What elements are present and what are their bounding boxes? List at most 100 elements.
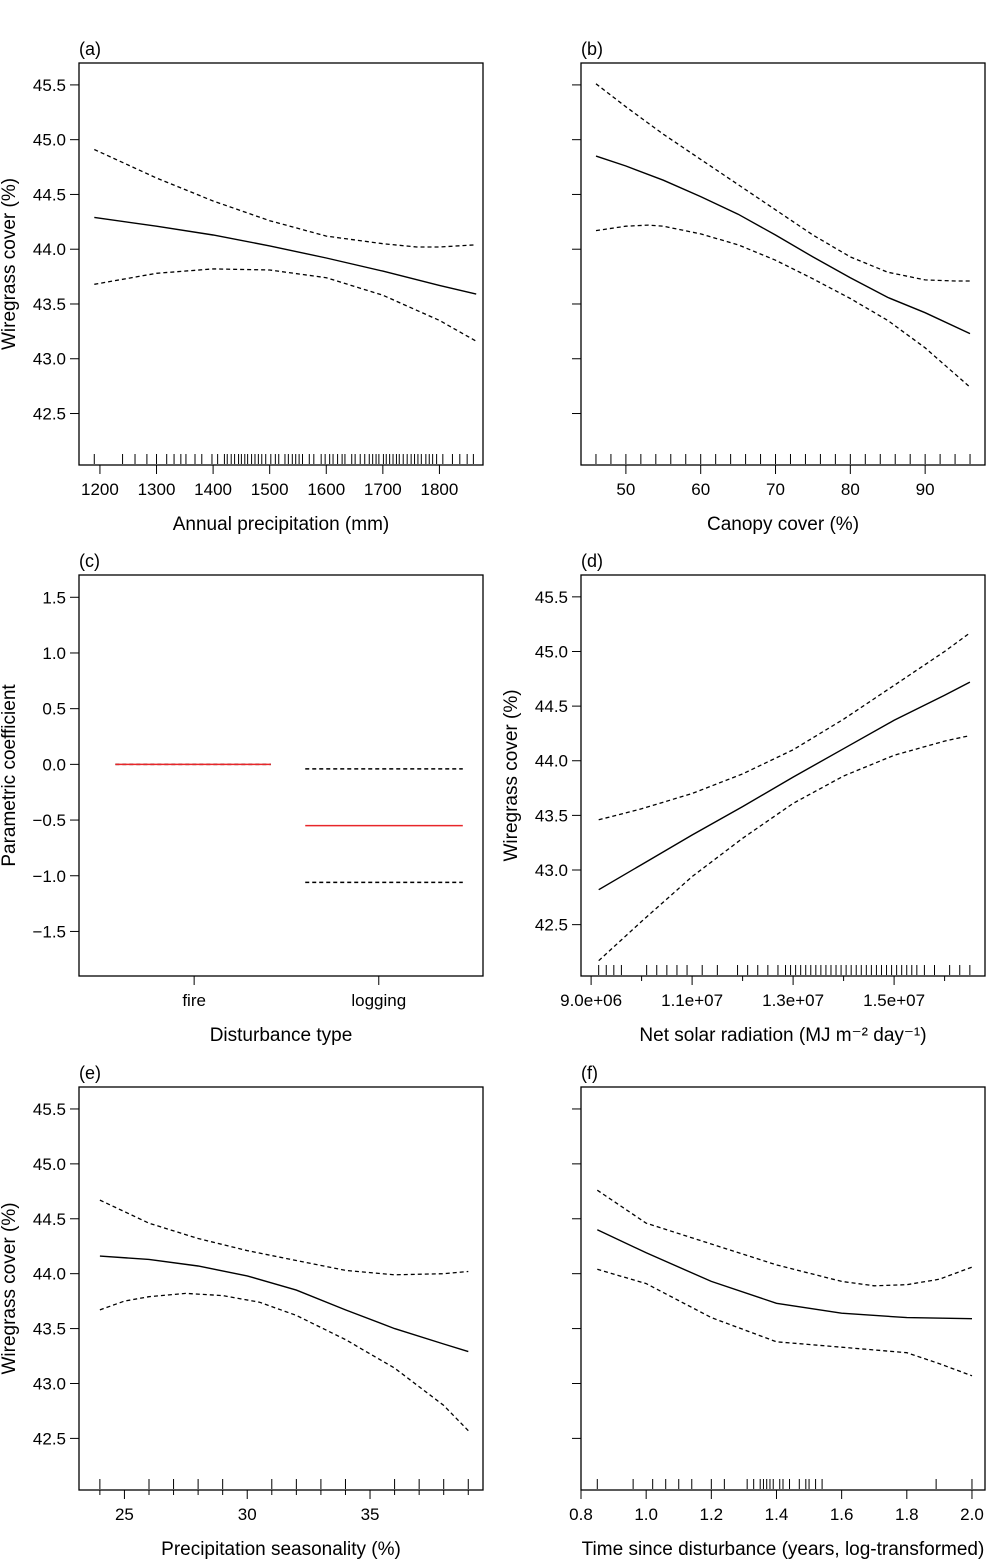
x-tick-label: 2.0 [960, 1505, 984, 1524]
x-tick-label: 1.6 [830, 1505, 854, 1524]
x-tick-label: 80 [841, 480, 860, 499]
confidence-band-line [595, 224, 971, 388]
x-tick-label: 1.3e+07 [762, 991, 824, 1010]
panel-a: (a) 42.5 43.0 43.5 44.0 44.5 45.0 45.5 1200 1300 1… [0, 39, 484, 535]
y-tick-label: −1.5 [32, 922, 66, 941]
x-tick-label: 1300 [138, 480, 176, 499]
panel-title: (d) [581, 551, 603, 571]
plot-frame [78, 574, 484, 977]
confidence-band-line [598, 632, 971, 821]
confidence-band-line [94, 268, 477, 342]
x-axis-label: Canopy cover (%) [707, 514, 859, 535]
x-axis-label: Net solar radiation (MJ m⁻² day⁻¹) [639, 1025, 926, 1046]
confidence-band-line [597, 1268, 973, 1377]
y-tick-label: 45.0 [33, 1155, 66, 1174]
fitted-line [94, 216, 477, 295]
x-tick-label: 70 [766, 480, 785, 499]
y-tick-label: 43.5 [33, 1320, 66, 1339]
x-tick-label: 90 [916, 480, 935, 499]
fitted-line [99, 1255, 469, 1353]
plot-frame [580, 1086, 986, 1491]
y-tick-label: 1.5 [42, 588, 66, 607]
fitted-line [597, 1229, 973, 1320]
y-tick-label: −0.5 [32, 811, 66, 830]
panel-title: (c) [79, 551, 100, 571]
plot-frame [78, 1086, 484, 1491]
panel-title: (f) [581, 1063, 598, 1083]
y-tick-label: 42.5 [535, 916, 568, 935]
y-tick-label: 44.0 [535, 752, 568, 771]
x-axis-label: Annual precipitation (mm) [173, 514, 389, 535]
plot-frame [78, 62, 484, 466]
category-label: logging [351, 991, 406, 1010]
x-tick-label: 1.8 [895, 1505, 919, 1524]
x-axis-label: Disturbance type [210, 1025, 353, 1046]
y-tick-label: 45.5 [33, 76, 66, 95]
fitted-line [595, 155, 971, 335]
y-tick-label: −1.0 [32, 867, 66, 886]
x-tick-label: 1800 [421, 480, 459, 499]
panel-d: (d) 42.5 43.0 43.5 44.0 44.5 45.0 45.5 9.0e+06 1.… [501, 551, 986, 1046]
y-tick-label: 44.0 [33, 240, 66, 259]
x-axis-label: Precipitation seasonality (%) [161, 1539, 401, 1560]
y-axis-label: Wiregrass cover (%) [0, 1202, 20, 1374]
x-tick-label: 25 [115, 1505, 134, 1524]
plot-frame [580, 62, 986, 466]
y-axis-label: Parametric coefficient [0, 684, 20, 867]
confidence-band-line [595, 83, 970, 282]
panel-title: (b) [581, 39, 603, 59]
category-label: fire [182, 991, 206, 1010]
x-tick-label: 1.0 [634, 1505, 658, 1524]
x-tick-label: 1.5e+07 [863, 991, 925, 1010]
fitted-line [598, 681, 971, 891]
y-tick-label: 0.0 [42, 755, 66, 774]
confidence-band-line [99, 1292, 469, 1432]
confidence-band-line [598, 734, 971, 962]
panel-title: (e) [79, 1063, 101, 1083]
y-tick-label: 45.0 [33, 131, 66, 150]
confidence-band-line [596, 1189, 973, 1287]
x-tick-label: 1.4 [765, 1505, 789, 1524]
y-tick-label: 42.5 [33, 405, 66, 424]
y-tick-label: 43.0 [33, 1374, 66, 1393]
x-tick-label: 50 [616, 480, 635, 499]
x-tick-label: 30 [238, 1505, 257, 1524]
y-axis-label: Wiregrass cover (%) [501, 689, 522, 861]
x-tick-label: 60 [691, 480, 710, 499]
x-tick-label: 9.0e+06 [560, 991, 622, 1010]
y-tick-label: 43.5 [535, 806, 568, 825]
y-tick-label: 43.0 [33, 350, 66, 369]
panel-title: (a) [79, 39, 101, 59]
x-tick-label: 1700 [364, 480, 402, 499]
x-tick-label: 1200 [81, 480, 119, 499]
x-tick-label: 1500 [251, 480, 289, 499]
confidence-band-line [99, 1199, 469, 1276]
y-tick-label: 43.5 [33, 295, 66, 314]
y-tick-label: 0.5 [42, 700, 66, 719]
y-tick-label: 43.0 [535, 861, 568, 880]
y-axis-label: Wiregrass cover (%) [0, 178, 20, 350]
x-tick-label: 0.8 [569, 1505, 593, 1524]
y-tick-label: 42.5 [33, 1429, 66, 1448]
panel-c: (c) −1.5 −1.0 −0.5 0.0 0.5 1.0 1.5 fire logging Di… [0, 551, 484, 1046]
y-tick-label: 44.0 [33, 1265, 66, 1284]
confidence-band-line [94, 148, 477, 248]
y-tick-label: 45.0 [535, 642, 568, 661]
y-tick-label: 44.5 [33, 1210, 66, 1229]
y-tick-label: 45.5 [535, 588, 568, 607]
x-tick-label: 1400 [194, 480, 232, 499]
y-tick-label: 1.0 [42, 644, 66, 663]
y-tick-label: 44.5 [33, 185, 66, 204]
y-tick-label: 44.5 [535, 697, 568, 716]
x-axis-label: Time since disturbance (years, log-trans… [582, 1539, 985, 1560]
panel-f: (f) 0.8 1.0 1.2 1.4 1.6 1.8 2.0 Time since distu… [569, 1063, 986, 1560]
plot-frame [580, 574, 986, 977]
x-tick-label: 35 [361, 1505, 380, 1524]
x-tick-label: 1.1e+07 [661, 991, 723, 1010]
x-tick-label: 1600 [307, 480, 345, 499]
panel-b: (b) 50 60 70 80 90 Canopy cover (%) [572, 39, 986, 535]
y-tick-label: 45.5 [33, 1100, 66, 1119]
x-tick-label: 1.2 [700, 1505, 724, 1524]
panel-e: (e) 42.5 43.0 43.5 44.0 44.5 45.0 45.5 25 30 35 Pre… [0, 1063, 484, 1560]
